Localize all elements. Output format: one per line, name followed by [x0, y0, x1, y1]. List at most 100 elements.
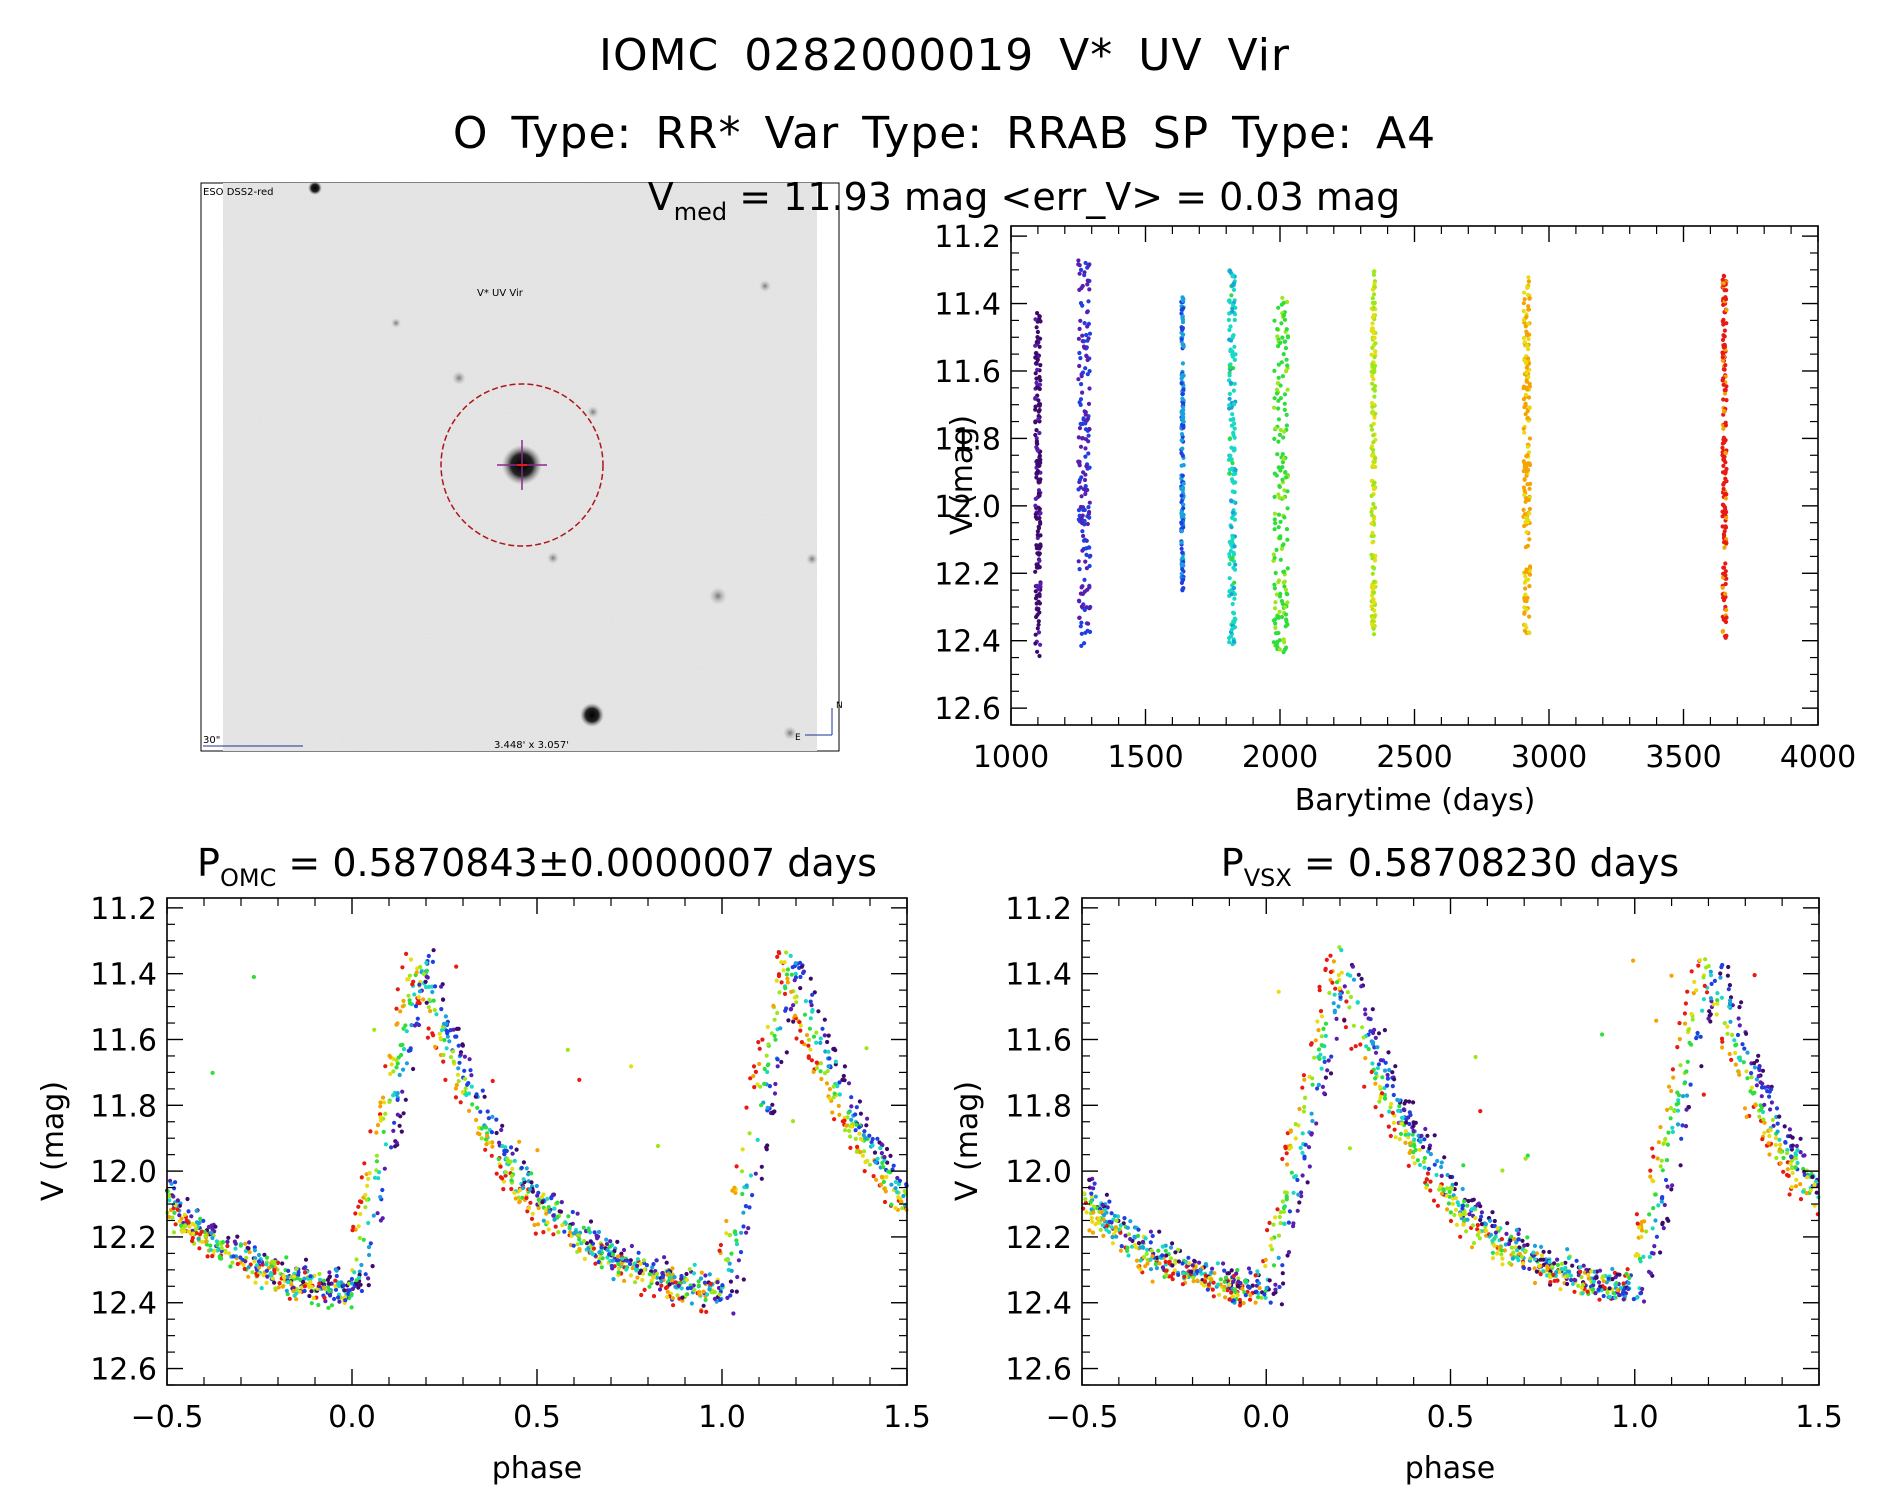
data-point	[1138, 1258, 1143, 1263]
data-point	[1227, 403, 1232, 408]
data-point	[479, 1126, 484, 1131]
data-point	[1526, 347, 1531, 352]
data-point	[1503, 1242, 1508, 1247]
data-point	[203, 1239, 208, 1244]
data-point	[1278, 591, 1283, 596]
data-point	[1532, 1243, 1538, 1248]
data-point	[197, 1246, 202, 1251]
data-point	[431, 948, 436, 953]
data-point	[1499, 1248, 1504, 1253]
data-point	[1328, 1071, 1334, 1076]
data-point	[1278, 1221, 1283, 1226]
data-point	[444, 1046, 449, 1051]
data-point	[1528, 481, 1533, 486]
data-point	[1306, 1145, 1312, 1150]
data-point	[1527, 1266, 1532, 1271]
data-point	[1479, 1214, 1484, 1219]
data-point	[1547, 1249, 1552, 1255]
data-point	[1708, 973, 1714, 978]
data-point	[1773, 1142, 1778, 1148]
scale-label: 30"	[203, 735, 220, 746]
data-point	[285, 1292, 290, 1297]
data-point	[1723, 469, 1728, 474]
data-point	[1672, 1109, 1677, 1114]
data-point	[1369, 493, 1374, 498]
data-point	[474, 1092, 479, 1097]
data-point	[1393, 1135, 1398, 1140]
data-point	[599, 1265, 604, 1270]
data-point	[1371, 433, 1376, 438]
data-point	[485, 1133, 490, 1139]
data-point	[734, 1164, 739, 1169]
chart-title-sub: med	[674, 198, 727, 226]
data-point	[1148, 1240, 1153, 1245]
data-point	[1388, 1133, 1393, 1139]
data-point	[1285, 537, 1290, 542]
data-point	[1644, 1229, 1649, 1234]
data-point	[794, 1000, 799, 1005]
data-point	[1683, 1124, 1689, 1129]
data-point	[791, 1003, 796, 1008]
data-point	[675, 1293, 680, 1298]
data-point	[731, 1311, 736, 1316]
data-point	[862, 1169, 867, 1174]
data-point	[359, 1262, 364, 1268]
data-point	[657, 1287, 663, 1292]
data-point	[460, 1042, 465, 1047]
data-point	[1087, 585, 1092, 590]
data-point	[333, 1267, 338, 1272]
data-point	[1036, 544, 1042, 549]
data-point	[1110, 1241, 1115, 1246]
data-point	[1453, 1196, 1458, 1201]
data-point	[1274, 387, 1279, 392]
data-point	[809, 1058, 815, 1063]
y-tick-label: 12.0	[1005, 1155, 1072, 1190]
data-point	[809, 1003, 814, 1008]
data-point	[1740, 1042, 1745, 1047]
y-axis-label: V (mag)	[945, 415, 980, 535]
data-point	[509, 1173, 514, 1179]
data-point	[1164, 1253, 1169, 1258]
data-point	[1720, 514, 1725, 519]
data-point	[1720, 502, 1725, 507]
data-point	[882, 1158, 887, 1163]
data-point	[1225, 1288, 1230, 1293]
data-point	[1742, 1046, 1747, 1051]
data-point	[1278, 1210, 1283, 1215]
data-point	[1279, 321, 1284, 326]
data-point	[1578, 1269, 1583, 1274]
data-point	[812, 990, 817, 995]
data-point	[1541, 1249, 1546, 1254]
data-point	[1034, 428, 1039, 433]
data-point	[203, 1233, 208, 1238]
data-point	[468, 1068, 473, 1073]
data-point	[772, 1017, 777, 1022]
data-point	[1229, 293, 1234, 298]
data-point	[490, 1078, 495, 1084]
data-point	[1752, 1061, 1757, 1066]
data-point	[846, 1081, 852, 1086]
data-point	[577, 1077, 582, 1082]
data-point	[1637, 1256, 1642, 1261]
data-point	[1229, 423, 1235, 428]
data-point	[615, 1239, 620, 1244]
data-point	[1464, 1229, 1469, 1234]
data-point	[1172, 1268, 1177, 1273]
data-point	[1411, 1150, 1416, 1155]
data-point	[1742, 1106, 1748, 1111]
data-point	[291, 1285, 296, 1290]
data-point	[1500, 1262, 1505, 1267]
data-point	[191, 1231, 196, 1236]
data-point	[1593, 1291, 1598, 1296]
data-point	[1112, 1213, 1117, 1218]
data-point	[1126, 1232, 1132, 1237]
data-point	[1085, 282, 1090, 287]
data-point	[1526, 337, 1531, 342]
data-point	[847, 1128, 852, 1133]
data-point	[715, 1280, 720, 1285]
data-point	[389, 1062, 394, 1067]
data-point	[1711, 1002, 1716, 1007]
data-point	[1403, 1129, 1408, 1134]
data-point	[1528, 1256, 1533, 1261]
data-point	[1230, 335, 1235, 340]
